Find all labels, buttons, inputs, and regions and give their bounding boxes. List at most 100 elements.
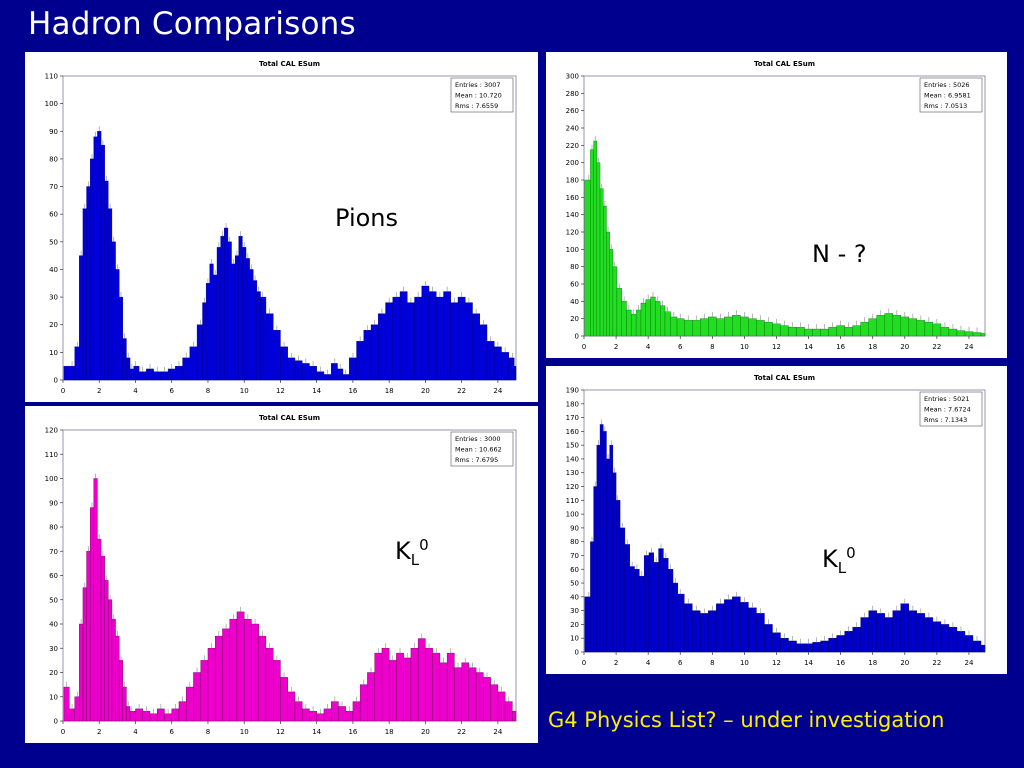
x-tick-label: 10 [740, 659, 749, 667]
histogram-bar [876, 613, 885, 653]
y-tick-label: 50 [570, 580, 579, 588]
histogram-bar [323, 708, 332, 722]
histogram-bar [209, 263, 214, 381]
x-tick-label: 4 [646, 659, 651, 667]
x-tick-label: 0 [582, 659, 586, 667]
annotation-subscript: L [410, 550, 420, 569]
histogram-bar [175, 365, 183, 381]
histogram-bar [345, 711, 354, 722]
histogram-bar [111, 241, 116, 381]
x-tick-label: 22 [457, 728, 466, 736]
stats-mean: Mean : 10.662 [455, 446, 502, 454]
histogram-bar [129, 711, 136, 722]
histogram-bar [472, 313, 480, 381]
histogram-bar [272, 330, 281, 381]
histogram-bar [164, 713, 172, 722]
x-tick-label: 14 [804, 659, 813, 667]
x-tick-label: 12 [772, 659, 781, 667]
chart-annotation-kl0-pink: KL0 [395, 536, 429, 569]
histogram-bar [242, 247, 247, 381]
histogram-bar [648, 552, 654, 653]
histogram-bar [186, 686, 194, 722]
histogram-bar [86, 186, 91, 381]
histogram-bar [118, 296, 123, 381]
histogram-bar [229, 618, 238, 722]
x-tick-label: 12 [276, 728, 285, 736]
histogram-bar [616, 288, 622, 337]
histogram-bar [108, 208, 113, 381]
y-tick-label: 60 [570, 281, 579, 289]
y-tick-label: 170 [566, 414, 579, 422]
histogram-bar [200, 660, 209, 722]
histogram-bar [115, 635, 120, 722]
histogram-bar [316, 371, 325, 381]
histogram-bar [486, 341, 495, 381]
histogram-bar [504, 701, 513, 722]
histogram-bar [330, 701, 339, 722]
histogram-bar [249, 269, 254, 381]
histogram-bar [227, 241, 232, 381]
x-tick-label: 22 [457, 387, 466, 395]
histogram-bar [884, 313, 893, 337]
histogram-bar [590, 541, 594, 653]
x-tick-label: 6 [169, 387, 174, 395]
y-tick-label: 70 [570, 552, 579, 560]
histogram-bar [439, 662, 448, 722]
y-tick-label: 80 [49, 155, 58, 163]
histogram-bar [205, 283, 210, 381]
histogram-bar [388, 660, 397, 722]
histogram-bar [224, 227, 229, 381]
histogram-bar [948, 626, 958, 653]
histogram-bar [796, 327, 805, 337]
histogram-bar [653, 562, 659, 653]
annotation-subscript: L [837, 558, 847, 577]
stats-box [450, 431, 514, 467]
x-tick-label: 6 [169, 728, 174, 736]
stats-entries: Entries : 3000 [455, 435, 501, 443]
x-tick-label: 2 [614, 343, 618, 351]
x-tick-label: 6 [678, 659, 683, 667]
y-tick-label: 40 [570, 593, 579, 601]
histogram-bar [417, 638, 426, 722]
histogram-bar [508, 357, 515, 381]
histogram-bar [182, 357, 191, 381]
histogram-bar [494, 346, 502, 381]
histogram-bar [118, 660, 123, 722]
y-tick-label: 20 [570, 621, 579, 629]
y-tick-label: 160 [566, 194, 579, 202]
histogram-bar [716, 603, 725, 653]
histogram-bar [115, 269, 120, 381]
y-tick-label: 10 [49, 349, 58, 357]
histogram-bar [844, 631, 853, 653]
histogram-bar [403, 657, 412, 722]
histogram-bar [764, 624, 773, 653]
histogram-bar [457, 296, 466, 381]
x-tick-label: 14 [312, 387, 321, 395]
x-tick-label: 20 [421, 387, 430, 395]
y-tick-label: 0 [575, 333, 579, 341]
histogram-bar [428, 291, 437, 381]
histogram-bar [980, 333, 986, 337]
x-tick-label: 18 [868, 343, 877, 351]
histogram-bar [631, 314, 637, 337]
x-tick-label: 14 [804, 343, 813, 351]
histogram-bar [196, 324, 203, 381]
histogram-bar [672, 582, 679, 653]
stats-mean: Mean : 7.6724 [924, 406, 971, 414]
chart-panel-kl0-blue: Total CAL ESum 0 10 20 30 40 50 60 70 80 90 100 110 1… [546, 366, 1007, 674]
histogram-bar [253, 280, 258, 381]
histogram-bar [948, 328, 958, 337]
histogram-bar [213, 274, 218, 381]
stats-rms: Rms : 7.6559 [455, 102, 498, 110]
histogram-bar [178, 701, 187, 722]
histogram-bar [836, 635, 845, 653]
annotation-superscript: 0 [846, 544, 856, 562]
histogram-bar [69, 708, 75, 722]
histogram-bar [97, 538, 102, 722]
y-tick-label: 120 [45, 427, 58, 435]
histogram-bar [724, 599, 733, 653]
histogram-bar [664, 311, 671, 337]
histogram-bar [338, 706, 346, 722]
x-tick-label: 8 [710, 659, 714, 667]
histogram-bar [216, 247, 221, 381]
